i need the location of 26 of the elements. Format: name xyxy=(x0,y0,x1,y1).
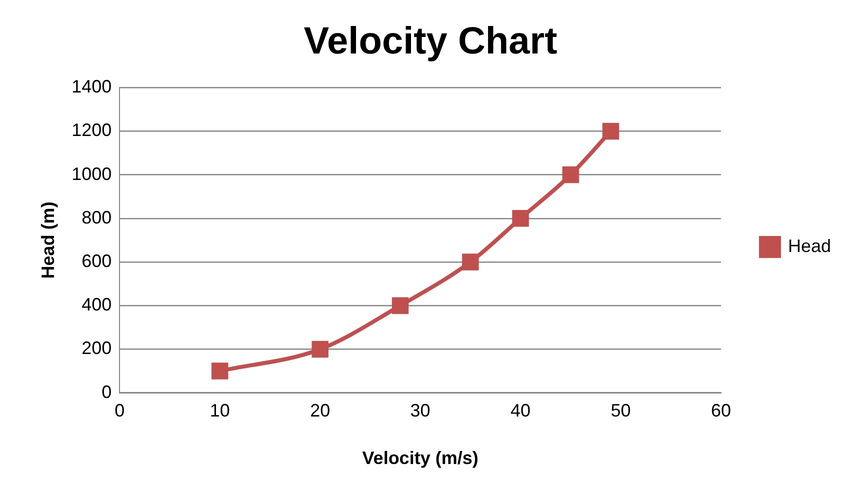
point xyxy=(562,166,579,184)
x-axis-title: Velocity (m/s) xyxy=(362,448,478,468)
chart-title: Velocity Chart xyxy=(304,20,558,62)
legend-label: Head xyxy=(788,236,831,256)
y-tick-label: 800 xyxy=(82,207,112,228)
y-axis-title: Head (m) xyxy=(38,202,58,279)
point xyxy=(602,122,620,140)
y-tick-label: 200 xyxy=(82,338,112,358)
x-tick-label: 0 xyxy=(114,400,125,421)
point xyxy=(512,210,529,227)
x-tick-label: 50 xyxy=(610,400,631,421)
x-tick-label: 10 xyxy=(210,400,230,421)
x-tick-label: 30 xyxy=(410,400,430,421)
point xyxy=(312,340,328,358)
y-tick-label: 400 xyxy=(82,294,112,315)
y-tick-label: 600 xyxy=(82,250,112,271)
x-tick-label: 40 xyxy=(510,400,531,421)
point xyxy=(462,254,479,270)
x-tick-label: 60 xyxy=(710,400,731,421)
point xyxy=(212,362,228,380)
y-tick-label: 1000 xyxy=(72,164,112,184)
y-tick-label: 0 xyxy=(102,382,112,402)
y-tick-label: 1200 xyxy=(72,120,112,140)
y-tick-label: 1400 xyxy=(72,76,112,97)
point xyxy=(392,297,409,314)
x-tick-label: 20 xyxy=(310,400,330,421)
